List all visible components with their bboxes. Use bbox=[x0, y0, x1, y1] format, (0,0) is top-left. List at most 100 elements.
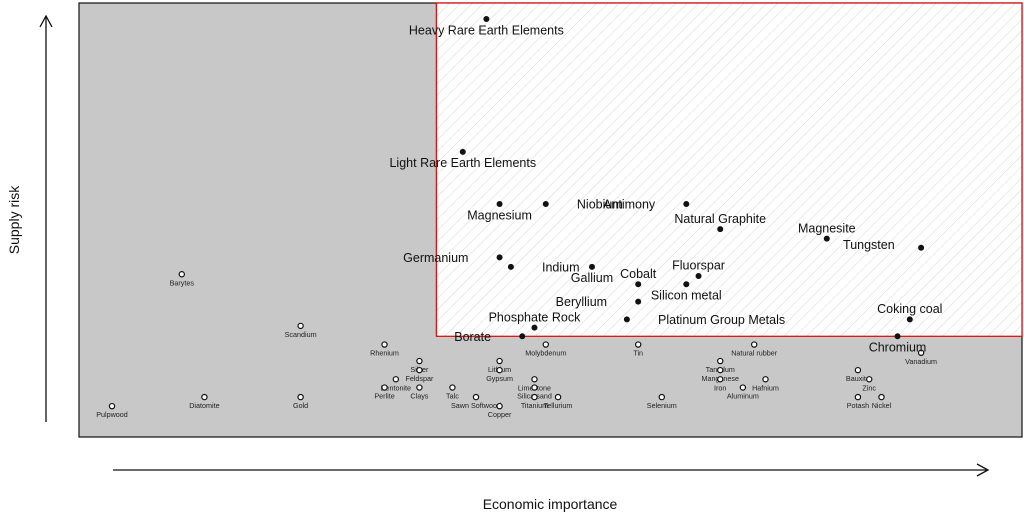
point-titanium bbox=[531, 393, 538, 401]
point-silicon-metal bbox=[683, 281, 690, 288]
label-natural-graphite: Natural Graphite bbox=[674, 212, 766, 226]
point-cobalt bbox=[635, 281, 642, 288]
point-molybdenum bbox=[542, 341, 549, 348]
point-manganese bbox=[717, 366, 724, 374]
chart-marks: Barytes Scandium Rhenium Molybdenum Tin Natur… bbox=[96, 16, 942, 419]
label-selenium: Selenium bbox=[647, 401, 677, 410]
label-bauxite: Bauxite bbox=[846, 374, 870, 383]
point-silver bbox=[416, 357, 423, 365]
label-vanadium: Vanadium bbox=[905, 357, 937, 366]
label-tin: Tin bbox=[633, 349, 643, 358]
label-zinc: Zinc bbox=[862, 383, 876, 392]
point-fluorspar bbox=[695, 272, 702, 279]
point-antimony bbox=[683, 200, 690, 207]
point-natural-graphite bbox=[717, 226, 724, 233]
point-bauxite bbox=[854, 366, 862, 374]
point-vanadium bbox=[917, 349, 925, 357]
label-aluminum: Aluminum bbox=[727, 392, 759, 401]
label-beryllium: Beryllium bbox=[556, 295, 607, 309]
label-nickel: Nickel bbox=[872, 401, 892, 410]
point-potash bbox=[854, 393, 862, 401]
critical-region-border bbox=[435, 2, 1023, 337]
point-platinum-group-metals bbox=[623, 316, 630, 323]
label-scandium: Scandium bbox=[285, 330, 317, 339]
point-rhenium bbox=[381, 341, 388, 348]
label-gypsum: Gypsum bbox=[486, 374, 513, 383]
label-titanium: Titanium bbox=[521, 401, 548, 410]
point-sawn-softwood bbox=[472, 393, 480, 401]
point-lithium bbox=[496, 357, 503, 365]
label-barytes: Barytes bbox=[170, 278, 195, 287]
point-iron bbox=[717, 376, 724, 383]
label-rhenium: Rhenium bbox=[370, 349, 399, 358]
label-bentonite: Bentonite bbox=[381, 383, 411, 392]
point-niobium bbox=[542, 200, 549, 207]
label-heavy-rare-earth-elements: Heavy Rare Earth Elements bbox=[409, 23, 564, 37]
label-niobium: Niobium bbox=[577, 197, 623, 211]
point-magnesite bbox=[823, 235, 830, 242]
label-coking-coal: Coking coal bbox=[877, 302, 942, 316]
label-silicon-metal: Silicon metal bbox=[651, 289, 722, 303]
point-tin bbox=[634, 341, 642, 348]
point-gold bbox=[297, 393, 304, 401]
label-copper: Copper bbox=[488, 410, 512, 419]
label-diatomite: Diatomite bbox=[189, 401, 219, 410]
point-germanium bbox=[496, 254, 503, 261]
label-sawn-softwood: Sawn Softwood bbox=[451, 401, 501, 410]
point-clays bbox=[416, 384, 423, 391]
label-gold: Gold bbox=[293, 401, 308, 410]
label-hafnium: Hafnium bbox=[752, 383, 779, 392]
point-zinc bbox=[866, 376, 873, 383]
point-aluminum bbox=[739, 384, 747, 391]
label-magnesium: Magnesium bbox=[467, 208, 532, 222]
x-axis-label: Economic importance bbox=[483, 496, 618, 512]
label-light-rare-earth-elements: Light Rare Earth Elements bbox=[389, 156, 536, 170]
point-magnesium bbox=[496, 200, 503, 207]
point-tungsten bbox=[918, 244, 925, 251]
label-clays: Clays bbox=[410, 392, 428, 401]
label-tellurium: Tellurium bbox=[544, 401, 573, 410]
point-gypsum bbox=[496, 366, 503, 374]
label-germanium: Germanium bbox=[403, 251, 468, 265]
label-magnesite: Magnesite bbox=[798, 221, 856, 235]
label-cobalt: Cobalt bbox=[620, 267, 657, 281]
label-fluorspar: Fluorspar bbox=[672, 259, 725, 273]
label-potash: Potash bbox=[847, 401, 869, 410]
critical-region-hatch bbox=[436, 3, 1023, 337]
label-phosphate-rock: Phosphate Rock bbox=[489, 310, 581, 324]
point-borate bbox=[519, 333, 526, 340]
y-axis-label: Supply risk bbox=[6, 185, 22, 254]
label-molybdenum: Molybdenum bbox=[525, 349, 566, 358]
point-phosphate-rock bbox=[531, 324, 538, 331]
label-chromium: Chromium bbox=[869, 341, 927, 355]
point-scandium bbox=[297, 322, 304, 330]
point-natural-rubber bbox=[750, 341, 758, 348]
point-nickel bbox=[878, 393, 885, 401]
point-limestone bbox=[531, 376, 538, 383]
point-feldspar bbox=[416, 366, 423, 374]
point-barytes bbox=[178, 271, 185, 278]
point-beryllium bbox=[635, 298, 642, 305]
point-coking-coal bbox=[906, 316, 913, 323]
point-heavy-rare-earth-elements bbox=[483, 16, 490, 23]
point-talc bbox=[449, 384, 456, 391]
label-feldspar: Feldspar bbox=[405, 374, 434, 383]
label-tungsten: Tungsten bbox=[843, 238, 895, 252]
label-indium: Indium bbox=[542, 260, 580, 274]
label-talc: Talc bbox=[446, 392, 459, 401]
point-tellurium bbox=[554, 393, 562, 401]
point-indium bbox=[507, 263, 514, 270]
point-tantalum bbox=[717, 357, 724, 365]
point-light-rare-earth-elements bbox=[459, 148, 466, 155]
point-chromium bbox=[894, 333, 901, 340]
label-natural-rubber: Natural rubber bbox=[731, 349, 778, 358]
point-pulpwood bbox=[108, 402, 116, 410]
point-selenium bbox=[658, 393, 665, 401]
point-copper bbox=[496, 402, 503, 410]
label-iron: Iron bbox=[714, 383, 726, 392]
point-silica-sand bbox=[531, 384, 538, 391]
label-gallium: Gallium bbox=[571, 271, 613, 285]
label-platinum-group-metals: Platinum Group Metals bbox=[658, 313, 785, 327]
label-antimony: Antimony bbox=[603, 197, 656, 211]
